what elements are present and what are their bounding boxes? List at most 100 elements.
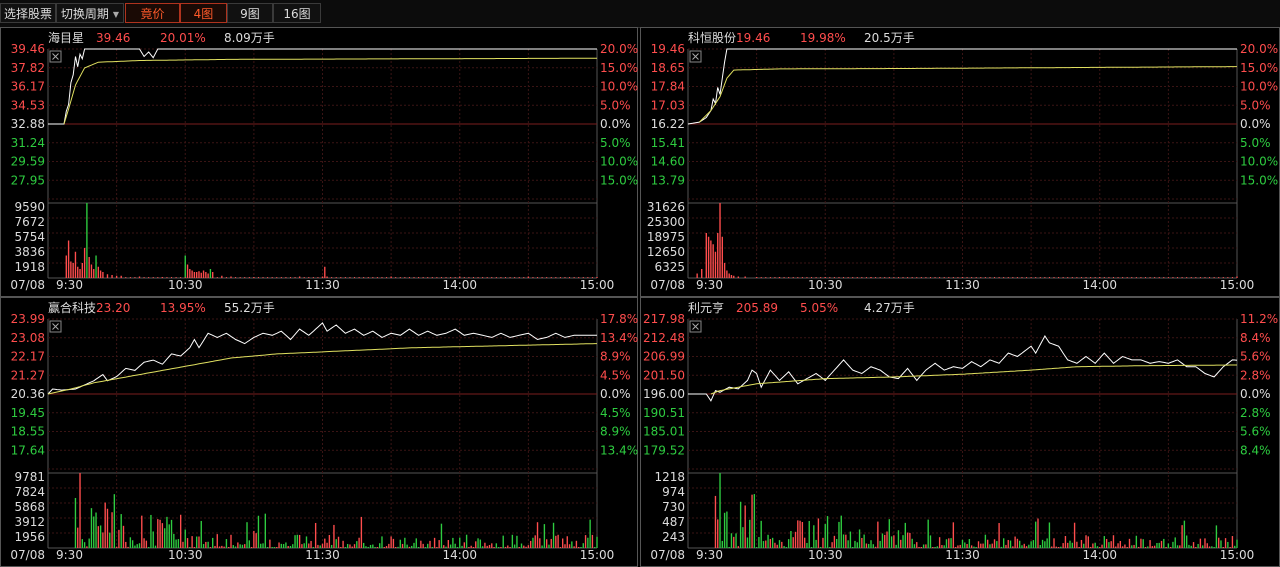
volume-bar	[1096, 546, 1099, 548]
volume-bar	[383, 547, 385, 548]
price-tick-label: 27.95	[11, 173, 45, 187]
volume-bar	[491, 277, 493, 278]
volume-tick-label: 5868	[14, 500, 45, 514]
stock-name[interactable]: 赢合科技	[48, 300, 96, 315]
price-tick-label: 34.53	[11, 98, 45, 112]
volume-bar	[86, 203, 88, 278]
volume-bar	[811, 277, 813, 278]
volume-bar	[463, 277, 465, 278]
price-tick-label: 18.65	[651, 61, 685, 75]
volume-bar	[411, 545, 413, 548]
volume-bar	[493, 547, 495, 548]
chart-panel-p4[interactable]: 利元亨 205.89 5.05% 4.27万手 217.98 212.48 206.99 20…	[640, 297, 1280, 567]
volume-bar	[1035, 277, 1037, 278]
volume-bar	[755, 547, 758, 548]
volume-bar	[790, 530, 792, 548]
volume-bar	[125, 277, 127, 278]
volume-bar	[582, 277, 584, 278]
volume-bar	[482, 277, 484, 278]
pct-tick-label: 10.0%	[1240, 80, 1278, 94]
volume-bar	[90, 508, 93, 548]
close-icon[interactable]	[49, 50, 62, 63]
volume-bar	[477, 538, 479, 548]
volume-bar	[424, 547, 427, 548]
stock-name[interactable]: 科恒股份	[688, 31, 736, 45]
volume-bar	[1117, 277, 1119, 278]
volume-bar	[541, 545, 543, 548]
price-tick-label: 18.55	[11, 425, 45, 439]
volume-bar	[182, 541, 184, 548]
volume-bar	[143, 538, 145, 548]
volume-bar	[1163, 538, 1165, 548]
stock-name[interactable]: 海目星	[48, 30, 84, 45]
volume-bar	[134, 545, 136, 548]
volume-bar	[1192, 542, 1195, 548]
volume-bar	[927, 519, 929, 548]
close-icon[interactable]	[49, 320, 62, 333]
volume-bar	[179, 514, 182, 548]
volume-bar	[386, 277, 388, 278]
volume-bar	[88, 257, 90, 278]
volume-bar	[573, 277, 575, 278]
volume-bar	[472, 547, 475, 548]
volume-bar	[129, 537, 132, 548]
volume-bar	[326, 542, 328, 548]
price-tick-label: 37.82	[11, 61, 45, 75]
volume-bar	[1005, 544, 1007, 548]
volume-bar	[966, 543, 968, 548]
close-icon[interactable]	[689, 320, 702, 333]
close-icon[interactable]	[689, 50, 702, 63]
chart-panel-p2[interactable]: 科恒股份 19.46 19.98% 20.5万手 19.46 18.65 17.84 17.0…	[640, 27, 1280, 297]
volume-tick-label: 7672	[14, 215, 45, 229]
volume-tick-label: 3836	[14, 245, 45, 259]
volume-bar	[815, 539, 817, 548]
volume-tick-label: 1218	[654, 470, 685, 484]
volume-bar	[824, 277, 826, 278]
volume-bar	[580, 547, 582, 548]
volume-bar	[77, 527, 79, 548]
volume-bar	[223, 546, 225, 548]
grid9-button[interactable]: 9图	[227, 3, 273, 23]
volume-bar	[1112, 535, 1115, 548]
volume-bar	[730, 533, 733, 548]
grid16-button[interactable]: 16图	[273, 3, 321, 23]
close-icon-box	[49, 320, 62, 333]
volume-bar	[86, 546, 88, 548]
volume-bar	[774, 542, 776, 548]
pct-tick-label: 13.4%	[600, 331, 638, 345]
volume-bar	[1183, 520, 1186, 548]
volume-bar	[115, 546, 118, 548]
volume-bar	[353, 544, 356, 548]
chart-panel-p3[interactable]: 赢合科技 23.20 13.95% 55.2万手 23.99 23.08 22.17 21.2…	[0, 297, 639, 567]
volume-bar	[166, 516, 168, 548]
volume-bar	[520, 543, 523, 548]
volume-bar	[218, 546, 221, 548]
pct-tick-label: 5.6%	[1240, 425, 1271, 439]
volume-bar	[202, 270, 205, 278]
volume-bar	[301, 544, 303, 548]
switch-period-dropdown[interactable]: 切换周期 ▼	[56, 3, 124, 23]
volume-bar	[157, 277, 159, 278]
chart-panel-p1[interactable]: 海目星 39.46 20.01% 8.09万手39.4637.8236.1734.53…	[0, 27, 639, 297]
volume-bar	[186, 538, 189, 548]
volume-bar	[225, 277, 227, 278]
volume-bar	[488, 544, 491, 548]
volume-bar	[555, 277, 557, 278]
volume-bar	[975, 547, 977, 548]
volume-bar	[890, 536, 893, 548]
volume-bar	[904, 522, 906, 548]
volume-bar	[1185, 535, 1188, 548]
volume-bar	[507, 545, 509, 548]
stock-name[interactable]: 利元亨	[688, 300, 724, 315]
volume-bar	[346, 543, 349, 548]
grid4-button[interactable]: 4图	[180, 3, 227, 23]
select-stock-button[interactable]: 选择股票	[0, 3, 56, 23]
time-label: 11:30	[305, 548, 340, 562]
auction-button[interactable]: 竟价	[125, 3, 180, 23]
volume-bar	[456, 547, 459, 548]
volume-bar	[801, 277, 803, 278]
time-label: 15:00	[580, 278, 615, 292]
volume-bar	[1224, 538, 1227, 548]
volume-bar	[1028, 544, 1030, 548]
volume-bar	[362, 542, 365, 548]
